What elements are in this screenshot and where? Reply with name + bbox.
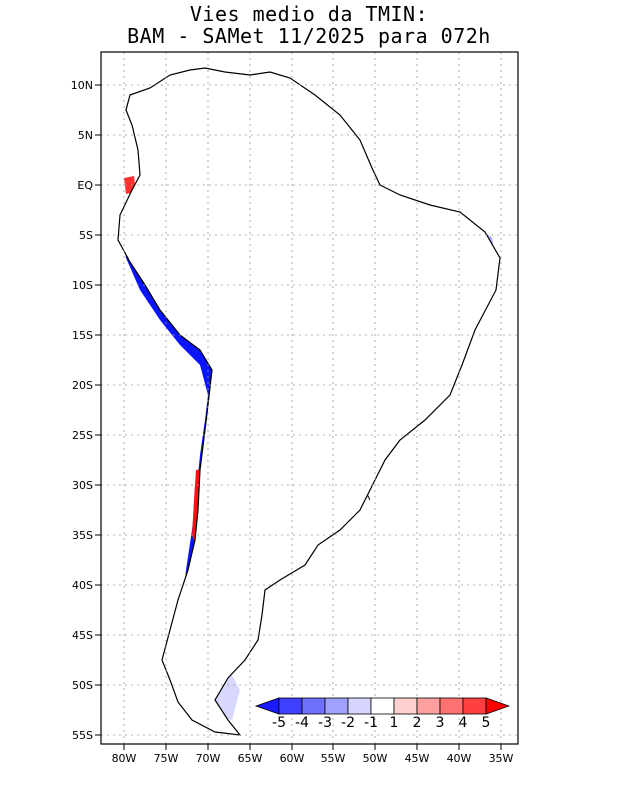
lon-label: 50W xyxy=(363,752,388,765)
colorbar-seg xyxy=(324,697,349,715)
colorbar-seg xyxy=(370,697,395,715)
lon-label: 55W xyxy=(321,752,346,765)
colorbar-seg xyxy=(485,697,511,715)
graticule xyxy=(101,52,518,744)
colorbar-label: 4 xyxy=(459,715,468,731)
map-title-line1: Vies medio da TMIN: xyxy=(189,2,429,26)
lat-label: 25S xyxy=(72,429,93,442)
lat-label: EQ xyxy=(77,179,93,192)
colorbar-label: 1 xyxy=(390,715,399,731)
tick-marks xyxy=(95,84,502,750)
colorbar-seg xyxy=(347,697,372,715)
colorbar-seg xyxy=(416,697,441,715)
lat-label: 10N xyxy=(71,79,93,92)
map-frame xyxy=(100,51,519,745)
colorbar-label: -2 xyxy=(341,715,355,731)
lon-label: 60W xyxy=(280,752,305,765)
colorbar-label: 3 xyxy=(436,715,445,731)
colorbar-label: 5 xyxy=(482,715,491,731)
colorbar-label: -1 xyxy=(364,715,378,731)
lat-label: 45S xyxy=(72,629,93,642)
colorbar-seg xyxy=(393,697,418,715)
lat-label: 20S xyxy=(72,379,93,392)
longitude-labels: 80W 75W 70W 65W 60W 55W 50W 45W 40W 35W xyxy=(112,752,514,765)
lat-label: 10S xyxy=(72,279,93,292)
lat-label: 50S xyxy=(72,679,93,692)
lon-label: 70W xyxy=(196,752,221,765)
colorbar-label: -5 xyxy=(272,715,286,731)
lat-label: 35S xyxy=(72,529,93,542)
lat-label: 40S xyxy=(72,579,93,592)
latitude-labels: 10N 5N EQ 5S 10S 15S 20S 25S 30S 35S 40S… xyxy=(71,79,94,742)
lon-label: 40W xyxy=(447,752,472,765)
colorbar-label: 2 xyxy=(413,715,422,731)
lat-label: 55S xyxy=(72,729,93,742)
lon-label: 80W xyxy=(112,752,137,765)
colorbar-label: -4 xyxy=(295,715,309,731)
lon-label: 65W xyxy=(238,752,263,765)
colorbar-seg xyxy=(301,697,326,715)
colorbar-label: -3 xyxy=(318,715,332,731)
colorbar-seg xyxy=(462,697,487,715)
lon-label: 75W xyxy=(154,752,179,765)
colorbar-seg xyxy=(439,697,464,715)
lon-label: 35W xyxy=(489,752,514,765)
lat-label: 5N xyxy=(78,129,93,142)
colorbar-labels: -5 -4 -3 -2 -1 1 2 3 4 5 xyxy=(272,715,490,731)
lon-label: 45W xyxy=(405,752,430,765)
colorbar xyxy=(254,697,511,715)
map-title-line2: BAM - SAMet 11/2025 para 072h xyxy=(127,24,491,48)
lat-label: 30S xyxy=(72,479,93,492)
lat-label: 15S xyxy=(72,329,93,342)
colorbar-seg xyxy=(278,697,303,715)
lat-label: 5S xyxy=(79,229,93,242)
